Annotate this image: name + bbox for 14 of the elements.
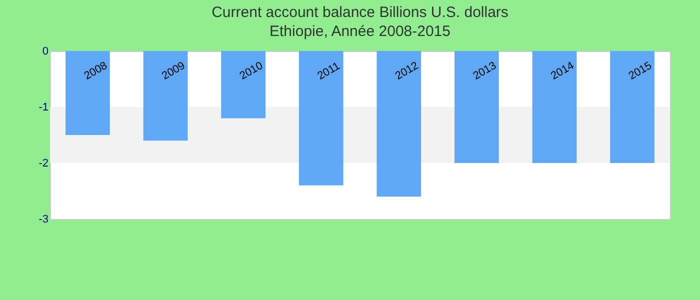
x-tick-label: 2014 (548, 60, 576, 82)
x-tick-label: 2011 (316, 60, 342, 82)
x-tick-label: 2015 (626, 60, 654, 82)
y-tick-label: 0 (42, 46, 48, 58)
x-tick-label: 2013 (471, 60, 498, 82)
chart-subtitle: Ethiopie, Année 2008-2015 (270, 23, 450, 40)
y-tick-label: -3 (38, 214, 48, 226)
y-tick-label: -1 (38, 102, 48, 114)
x-tick-label: 2012 (393, 60, 421, 82)
x-tick-label: 2010 (238, 60, 266, 82)
y-tick-label: -2 (38, 158, 48, 170)
chart-title: Current account balance Billions U.S. dollars (212, 4, 508, 21)
x-tick-label: 2009 (160, 60, 188, 82)
x-tick-label: 2008 (82, 60, 110, 82)
